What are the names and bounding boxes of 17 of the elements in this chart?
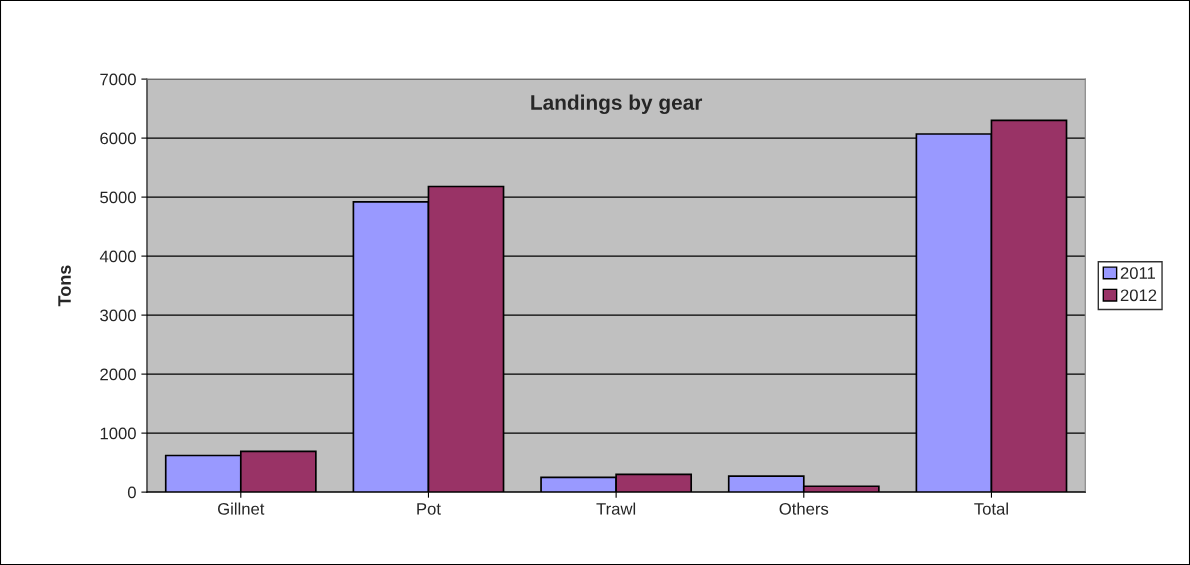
x-tick-label: Gillnet	[218, 502, 265, 515]
y-tick-label: 5000	[100, 191, 136, 204]
y-tick-label: 0	[127, 486, 136, 499]
y-tick-label: 4000	[99, 250, 136, 263]
y-axis-title: Tons	[58, 265, 71, 307]
x-tick-label: Trawl	[596, 502, 636, 515]
y-tick-label: 3000	[100, 309, 136, 322]
y-tick-label: 7000	[100, 73, 136, 86]
legend-label: 2012	[1120, 289, 1157, 302]
x-tick-label: Others	[779, 502, 829, 515]
y-tick-label: 1000	[100, 427, 136, 440]
x-tick-label: Total	[974, 502, 1008, 515]
y-tick-label: 2000	[100, 368, 136, 381]
text: Landings by gear	[531, 94, 703, 115]
legend-label: 2011	[1120, 267, 1156, 279]
x-tick-label: Pot	[417, 503, 441, 515]
y-tick-label: 6000	[100, 132, 136, 145]
